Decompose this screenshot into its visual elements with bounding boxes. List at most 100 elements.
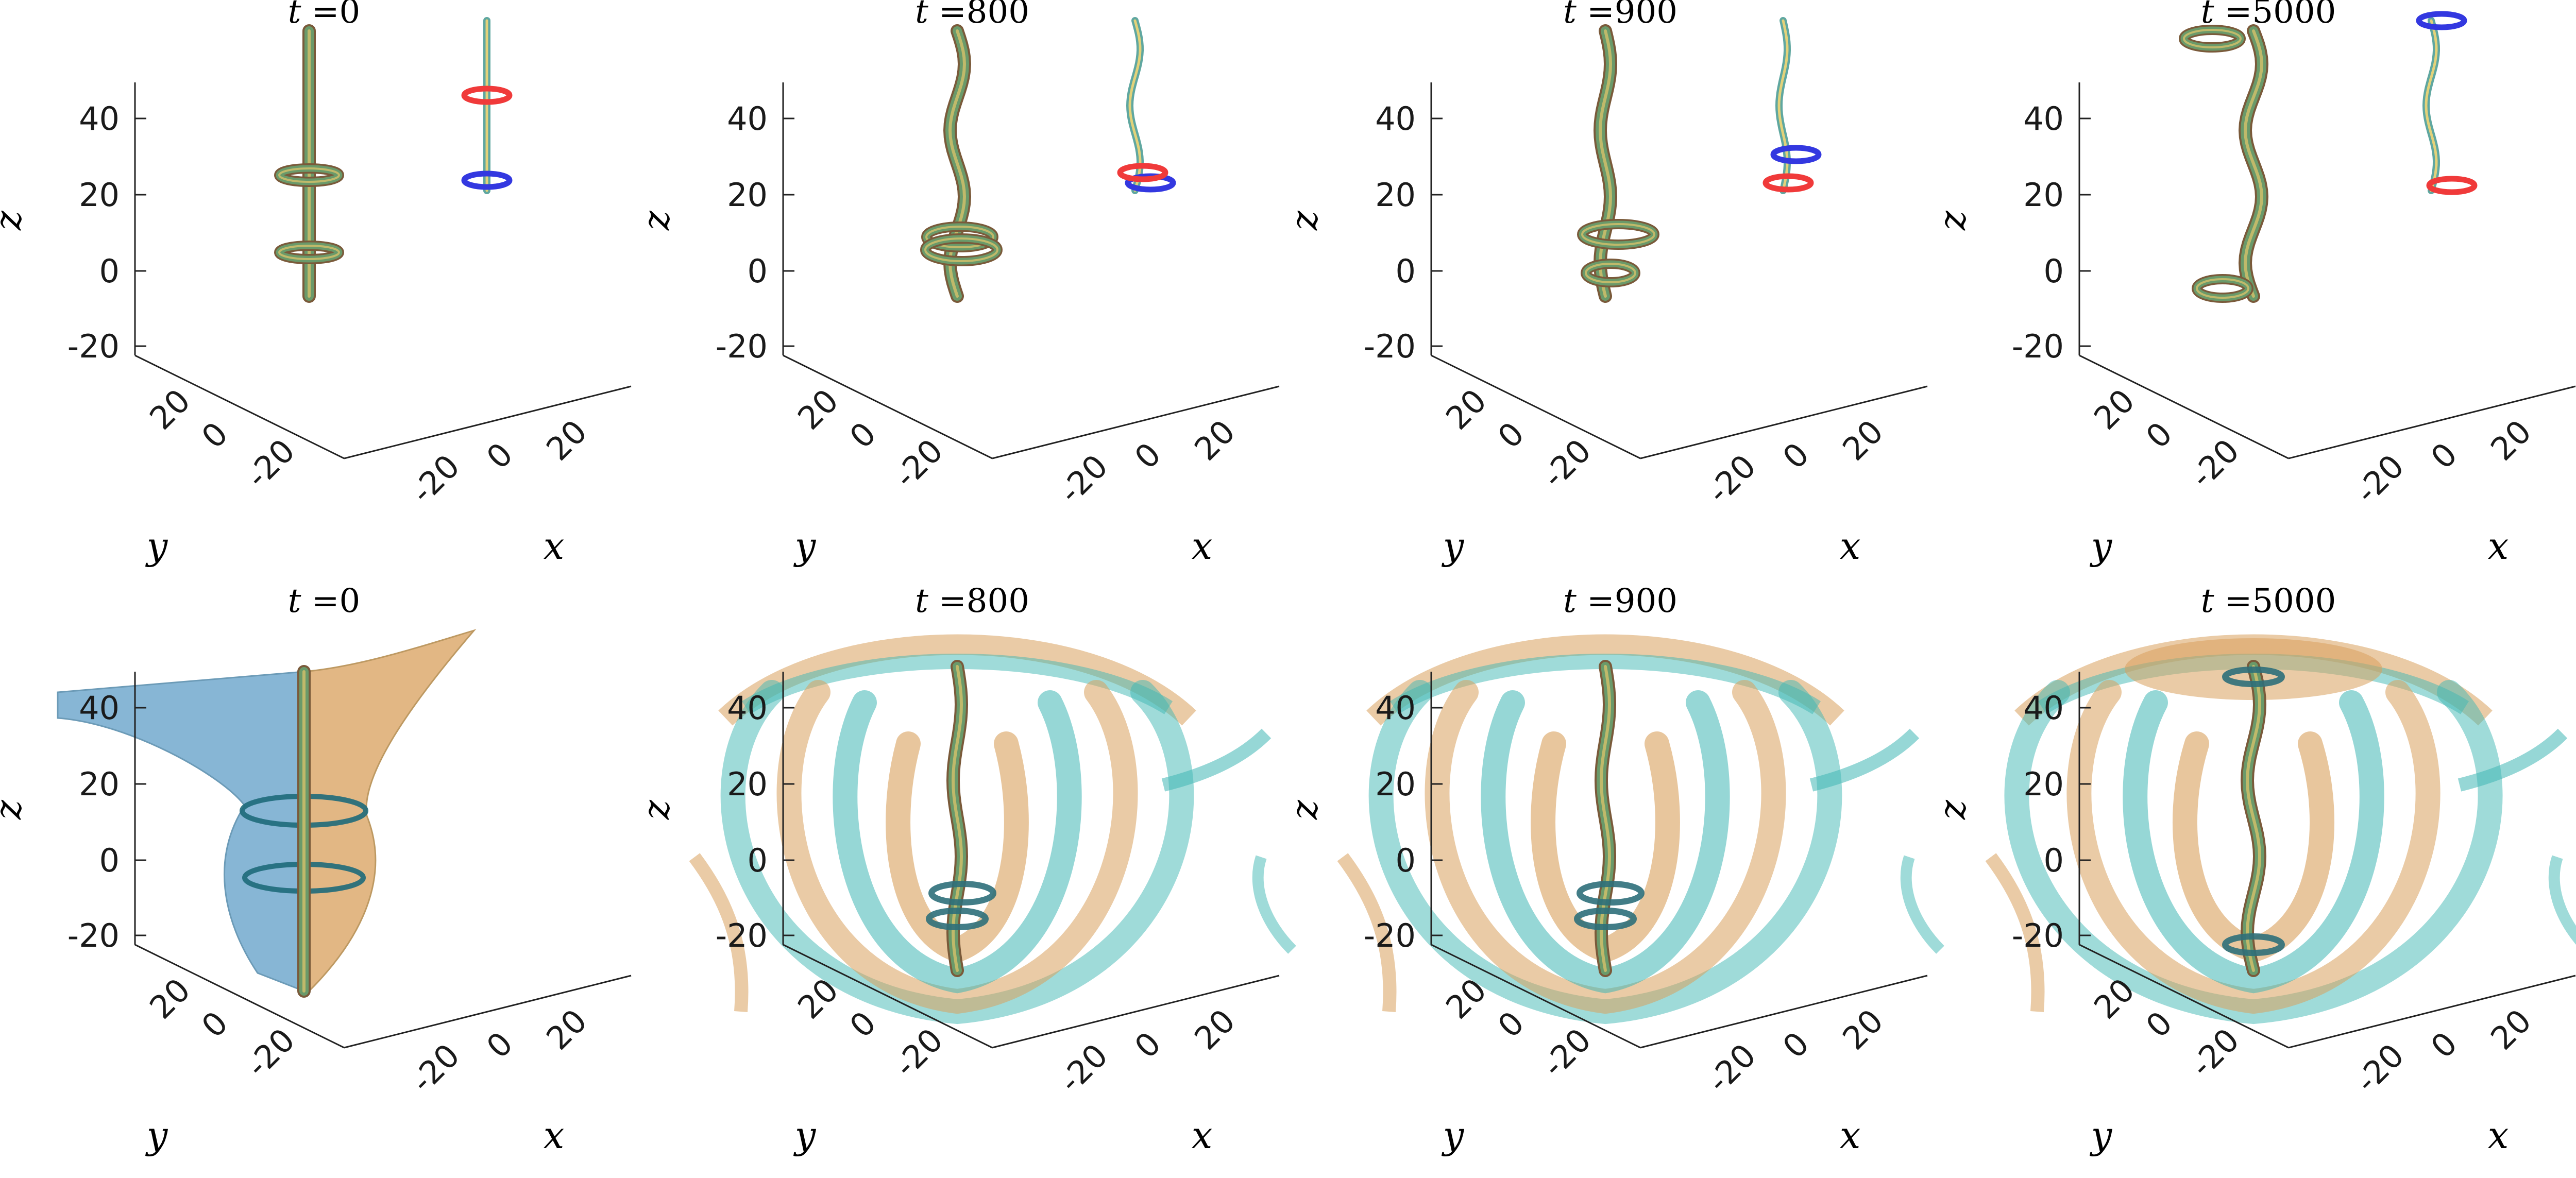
z-axis-label: z <box>648 210 677 231</box>
z-axis-label: z <box>0 799 29 820</box>
y-axis-label: y <box>793 1114 817 1157</box>
orange-surface <box>303 629 477 993</box>
z-tick-label: 40 <box>1375 689 1416 727</box>
x-axis-label: x <box>1840 524 1861 568</box>
panel-title: t =5000 <box>1944 0 2576 31</box>
z-tick-label: 20 <box>2023 176 2064 214</box>
time-value: =800 <box>928 582 1029 620</box>
time-symbol: t <box>287 582 301 620</box>
x-tick-label: 0 <box>2424 1025 2465 1066</box>
isosurface-view <box>689 634 1296 1025</box>
red-ring <box>461 86 513 105</box>
time-value: =5000 <box>2214 582 2336 620</box>
red-ring <box>2426 176 2478 195</box>
y-axis-label: y <box>145 524 168 568</box>
vortex-ring <box>1577 219 1659 250</box>
orange-surface <box>1337 853 1397 1012</box>
vortex-ring <box>928 881 996 906</box>
x-axis-label: x <box>544 524 565 568</box>
z-tick-label: 40 <box>2023 689 2064 727</box>
z-tick-label: 0 <box>748 252 768 290</box>
x-axis-label: x <box>1192 524 1213 568</box>
isosurface-view <box>1337 634 1944 1025</box>
teal-surface <box>2123 690 2384 994</box>
y-axis-label: y <box>2090 524 2113 568</box>
z-tick-label: 20 <box>2023 765 2064 803</box>
z-axis-label: z <box>0 210 29 231</box>
vortex-tube <box>1593 24 1618 303</box>
y-tick-label: -20 <box>2183 432 2246 495</box>
y-tick-label: -20 <box>2183 1021 2246 1084</box>
x-tick-label: 0 <box>1775 1025 1817 1066</box>
red-ring <box>1762 173 1814 193</box>
vortex-ring <box>1577 881 1645 906</box>
x-tick-label: 0 <box>1127 435 1168 476</box>
teal-surface <box>1161 728 1272 792</box>
z-tick-label: 20 <box>1375 765 1416 803</box>
y-tick-label: 20 <box>142 382 197 437</box>
y-axis-label: y <box>145 1114 168 1157</box>
x-axis-label: x <box>2488 1114 2509 1157</box>
z-tick-label: 0 <box>2044 842 2064 879</box>
orange-surface <box>776 680 1138 1014</box>
x-tick-label: 0 <box>479 1025 520 1066</box>
z-axis-label: z <box>1944 799 1974 820</box>
teal-surface <box>1481 690 1730 994</box>
y-axis-label: y <box>793 524 817 568</box>
y-tick-label: 0 <box>2139 1004 2180 1045</box>
x-tick-label: 20 <box>2483 1002 2538 1057</box>
orange-surface <box>1425 680 1786 1014</box>
teal-surface <box>2458 728 2568 792</box>
y-tick-label: 0 <box>194 415 235 456</box>
x-tick-label: -20 <box>1052 1036 1115 1100</box>
z-tick-label: 0 <box>2044 252 2064 290</box>
z-tick-label: 40 <box>79 689 120 727</box>
y-tick-label: 20 <box>142 971 197 1026</box>
vortex-tube-view <box>2179 11 2478 303</box>
vortex-tube <box>1594 660 1617 977</box>
x-tick-label: 20 <box>1835 1002 1890 1057</box>
x-tick-label: -20 <box>2348 1036 2411 1100</box>
vortex-tube-view <box>920 17 1176 303</box>
time-value: =0 <box>301 0 361 31</box>
z-tick-label: -20 <box>2012 328 2064 365</box>
z-axis-label: z <box>1296 210 1326 231</box>
vortex-ring <box>2222 667 2285 687</box>
panel-title: t =0 <box>0 0 648 31</box>
time-value: =0 <box>301 582 361 620</box>
vortex-ring <box>274 241 344 264</box>
time-value: =5000 <box>2214 0 2336 31</box>
time-symbol: t <box>915 582 928 620</box>
z-tick-label: -20 <box>67 328 120 365</box>
x-tick-label: 0 <box>1775 435 1817 476</box>
time-value: =900 <box>1576 582 1677 620</box>
panel-title: t =5000 <box>1944 582 2576 620</box>
z-tick-label: 20 <box>1375 176 1416 214</box>
teal-surface <box>1809 728 1920 792</box>
x-tick-label: 20 <box>539 1002 594 1057</box>
vortex-tube <box>2238 24 2269 303</box>
z-tick-label: 20 <box>727 765 768 803</box>
x-tick-label: -20 <box>403 1036 467 1100</box>
x-tick-label: 20 <box>1187 413 1242 468</box>
vortex-tube <box>2240 660 2267 977</box>
panel-title: t =0 <box>0 582 648 620</box>
x-tick-label: 20 <box>539 413 594 468</box>
vortex-ring <box>920 233 1003 266</box>
isosurface-view <box>57 629 477 998</box>
vortex-ring <box>2192 274 2253 303</box>
y-tick-label: -20 <box>1535 1021 1598 1084</box>
time-symbol: t <box>2200 582 2214 620</box>
y-tick-label: -20 <box>887 432 950 495</box>
z-tick-label: 20 <box>79 765 120 803</box>
z-tick-label: 0 <box>748 842 768 879</box>
y-tick-label: 0 <box>2139 415 2180 456</box>
